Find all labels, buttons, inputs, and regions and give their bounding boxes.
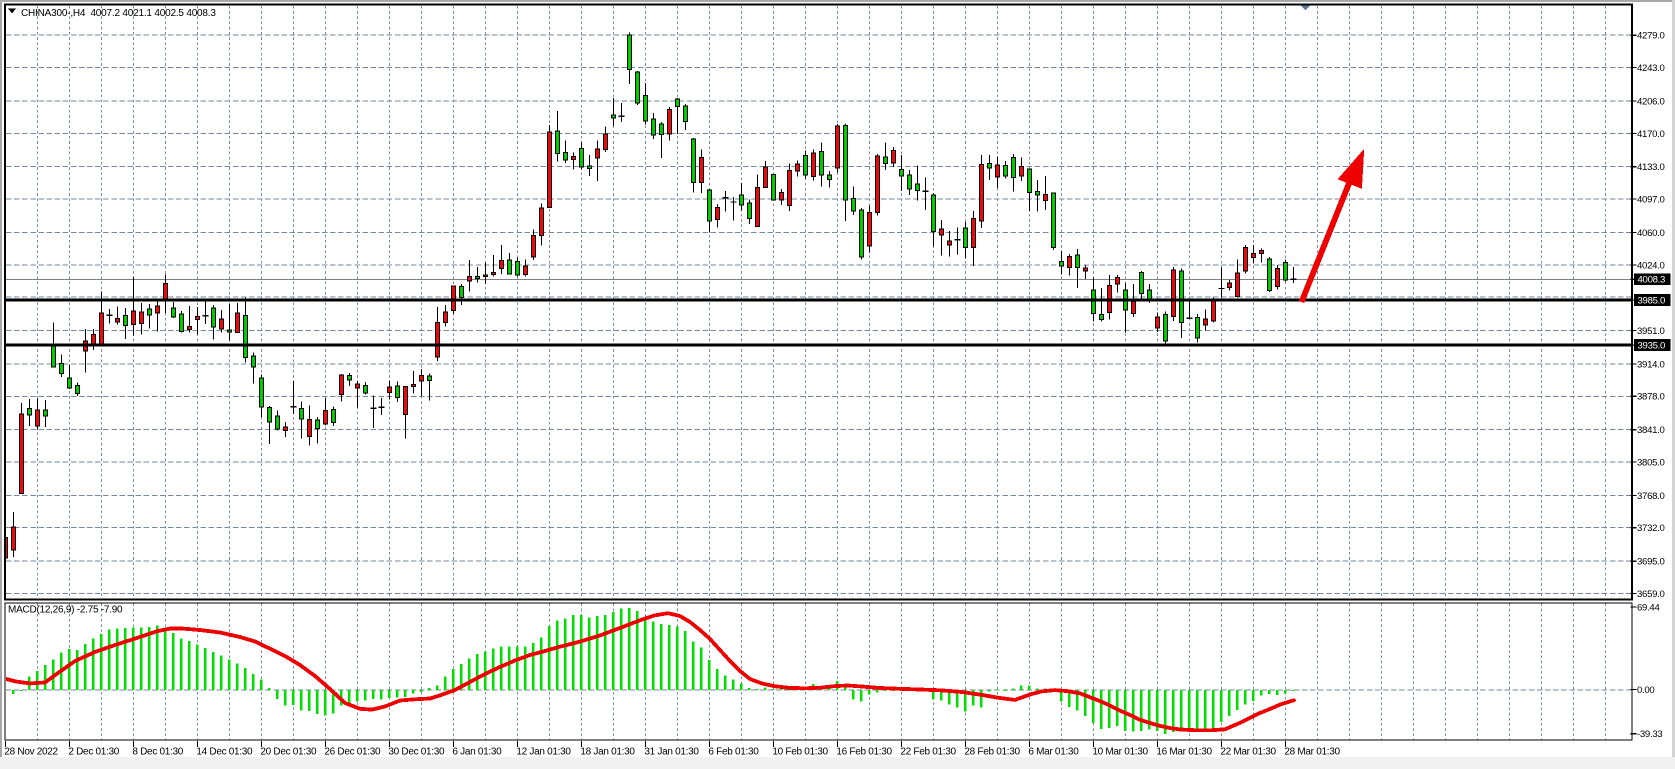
svg-text:10 Mar 01:30: 10 Mar 01:30 [1092,747,1148,758]
svg-text:18 Jan 01:30: 18 Jan 01:30 [580,747,635,758]
svg-text:4024.0: 4024.0 [1637,260,1665,271]
svg-text:0.00: 0.00 [1637,685,1654,696]
svg-text:3841.0: 3841.0 [1637,425,1665,436]
svg-text:69.44: 69.44 [1637,603,1660,614]
svg-text:3659.0: 3659.0 [1637,589,1665,600]
svg-text:14 Dec 01:30: 14 Dec 01:30 [196,747,253,758]
svg-text:3935.0: 3935.0 [1638,340,1666,351]
svg-text:6 Jan 01:30: 6 Jan 01:30 [452,747,502,758]
svg-text:28 Nov 2022: 28 Nov 2022 [4,747,58,758]
svg-text:22 Feb 01:30: 22 Feb 01:30 [900,747,956,758]
svg-text:3951.0: 3951.0 [1637,326,1665,337]
svg-text:2 Dec 01:30: 2 Dec 01:30 [68,747,119,758]
svg-text:16 Mar 01:30: 16 Mar 01:30 [1156,747,1212,758]
svg-text:3914.0: 3914.0 [1637,359,1665,370]
svg-text:3732.0: 3732.0 [1637,523,1665,534]
svg-text:4133.0: 4133.0 [1637,162,1665,173]
svg-text:16 Feb 01:30: 16 Feb 01:30 [836,747,892,758]
svg-text:30 Dec 01:30: 30 Dec 01:30 [388,747,445,758]
svg-text:CHINA300-,H4 4007.2 4021.1 40: CHINA300-,H4 4007.2 4021.1 4002.5 4008.3 [21,8,216,19]
svg-text:4097.0: 4097.0 [1637,195,1665,206]
svg-text:26 Dec 01:30: 26 Dec 01:30 [324,747,381,758]
svg-text:31 Jan 01:30: 31 Jan 01:30 [644,747,699,758]
svg-text:MACD(12,26,9) -2.75 -7.90: MACD(12,26,9) -2.75 -7.90 [8,604,123,615]
svg-text:4170.0: 4170.0 [1637,129,1665,140]
svg-text:10 Feb 01:30: 10 Feb 01:30 [772,747,828,758]
svg-text:3805.0: 3805.0 [1637,458,1665,469]
svg-text:6 Mar 01:30: 6 Mar 01:30 [1028,747,1079,758]
svg-text:3985.0: 3985.0 [1638,295,1666,306]
svg-text:6 Feb 01:30: 6 Feb 01:30 [708,747,759,758]
svg-text:22 Mar 01:30: 22 Mar 01:30 [1220,747,1276,758]
svg-text:-39.33: -39.33 [1637,729,1662,740]
svg-text:4206.0: 4206.0 [1637,96,1665,107]
svg-text:3878.0: 3878.0 [1637,392,1665,403]
svg-text:4008.3: 4008.3 [1638,275,1666,286]
svg-text:8 Dec 01:30: 8 Dec 01:30 [132,747,183,758]
svg-text:28 Feb 01:30: 28 Feb 01:30 [964,747,1020,758]
svg-text:20 Dec 01:30: 20 Dec 01:30 [260,747,317,758]
svg-text:12 Jan 01:30: 12 Jan 01:30 [516,747,571,758]
svg-text:3695.0: 3695.0 [1637,557,1665,568]
svg-text:4243.0: 4243.0 [1637,63,1665,74]
svg-text:4279.0: 4279.0 [1637,31,1665,42]
svg-text:4060.0: 4060.0 [1637,228,1665,239]
svg-text:28 Mar 01:30: 28 Mar 01:30 [1284,747,1340,758]
svg-text:3768.0: 3768.0 [1637,491,1665,502]
